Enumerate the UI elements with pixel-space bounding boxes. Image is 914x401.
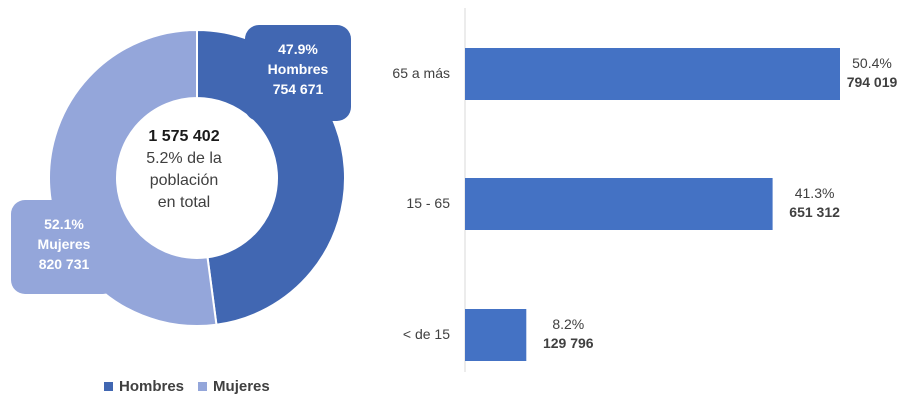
center-line-3: en total	[157, 194, 211, 211]
legend-swatch-hombres	[104, 382, 113, 391]
donut-legend: Hombres Mujeres	[104, 378, 284, 395]
legend-label-hombres: Hombres	[119, 378, 185, 395]
bar-percent-0: 50.4%	[852, 55, 892, 71]
callout-hombres-percent: 47.9%	[278, 41, 318, 57]
callout-mujeres: 52.1% Mujeres 820 731	[11, 200, 117, 294]
legend-swatch-mujeres	[198, 382, 208, 391]
bar-category-label-0: 65 a más	[392, 65, 450, 81]
bar-percent-1: 41.3%	[794, 185, 835, 201]
bar-2	[465, 309, 527, 361]
bar-category-label-2: < de 15	[402, 326, 450, 342]
population-total: 1 575 402	[148, 128, 220, 145]
callout-mujeres-value: 820 731	[38, 256, 90, 272]
bar-value-label-2: 8.2% 129 796	[528, 315, 608, 353]
callout-hombres-value: 754 671	[272, 81, 324, 97]
center-line-2: población	[149, 172, 219, 189]
bar-0	[465, 48, 840, 100]
callout-mujeres-percent: 52.1%	[44, 216, 84, 232]
callout-hombres: 47.9% Hombres 754 671	[245, 25, 351, 121]
legend-item-hombres: Hombres	[104, 378, 184, 395]
legend-item-mujeres: Mujeres	[198, 378, 270, 395]
callout-mujeres-name: Mujeres	[37, 236, 91, 252]
bar-1	[465, 178, 773, 230]
bar-value-label-1: 41.3% 651 312	[775, 184, 855, 222]
bar-percent-2: 8.2%	[552, 316, 585, 332]
callout-hombres-name: Hombres	[267, 61, 329, 77]
center-line-1: 5.2% de la	[146, 150, 222, 167]
bar-value-0: 794 019	[846, 74, 898, 90]
bar-value-2: 129 796	[542, 335, 594, 351]
bar-value-label-0: 50.4% 794 019	[832, 54, 912, 92]
bar-category-label-1: 15 - 65	[406, 195, 450, 211]
donut-center-label: 1 575 402 5.2% de la población en total	[121, 126, 247, 214]
bar-value-1: 651 312	[789, 204, 840, 220]
legend-label-mujeres: Mujeres	[213, 378, 270, 395]
